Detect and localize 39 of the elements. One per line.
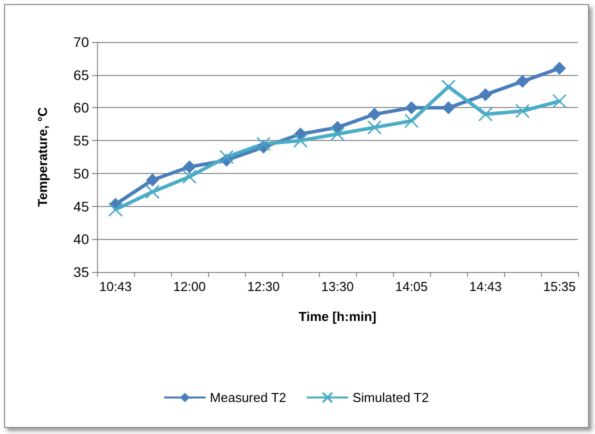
legend-label: Simulated T2: [352, 390, 429, 405]
y-tick-label: 35: [73, 264, 90, 280]
point: [183, 160, 196, 174]
point: [478, 107, 493, 122]
x-tick-label: 14:43: [469, 279, 502, 294]
point: [368, 108, 381, 121]
y-tick-label: 55: [73, 132, 90, 149]
x-axis-title: Time [h:min]: [298, 309, 376, 324]
point: [516, 74, 529, 88]
point: [552, 94, 567, 108]
y-tick-label: 45: [73, 198, 90, 214]
y-tick-label: 60: [73, 100, 90, 116]
point: [293, 133, 308, 148]
y-tick-label: 70: [73, 34, 90, 50]
x-tick-label: 13:30: [321, 279, 354, 294]
x-tick-label: 10:43: [99, 279, 132, 294]
point: [515, 104, 530, 118]
x-tick-label: 14:05: [395, 279, 428, 294]
point: [145, 184, 160, 200]
point: [108, 202, 123, 217]
x-tick-label: 12:30: [247, 279, 280, 294]
point: [330, 126, 345, 142]
x-tick-label: 12:00: [173, 279, 206, 294]
y-tick-label: 40: [73, 231, 90, 248]
y-tick-label: 65: [73, 66, 90, 83]
legend-label: Measured T2: [210, 390, 286, 405]
point: [405, 101, 418, 114]
point: [256, 136, 271, 152]
point: [219, 150, 234, 164]
y-axis-title: Temperature, °C: [35, 106, 50, 207]
point: [182, 169, 197, 184]
x-tick-label: 15:35: [543, 279, 576, 294]
point: [146, 174, 159, 186]
point: [553, 62, 566, 75]
point: [442, 101, 455, 114]
point: [367, 120, 382, 135]
y-tick-label: 50: [73, 165, 90, 182]
point: [404, 114, 419, 128]
point: [479, 88, 492, 102]
